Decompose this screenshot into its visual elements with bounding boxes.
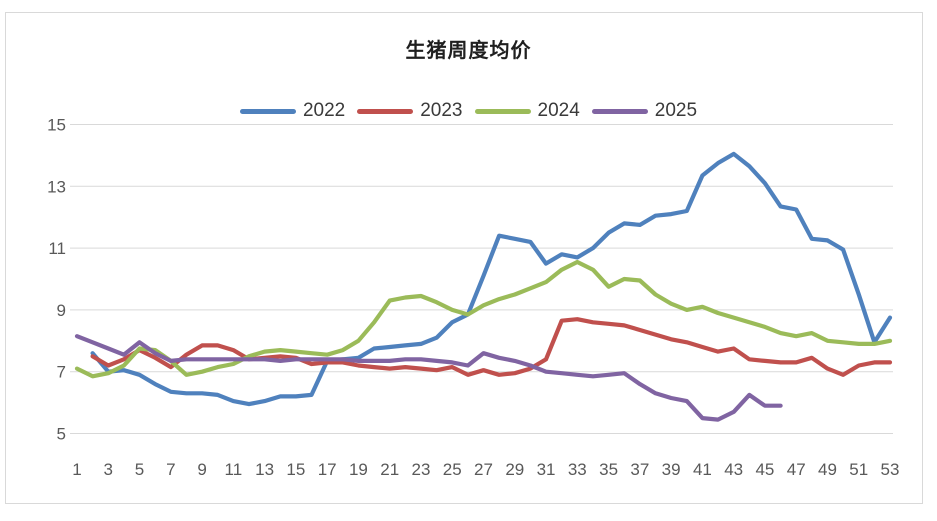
legend-swatch-2023 — [357, 108, 414, 114]
x-tick-3: 3 — [104, 460, 113, 479]
series-line-2022 — [90, 151, 893, 407]
x-tick-19: 19 — [349, 460, 368, 479]
x-tick-21: 21 — [380, 460, 399, 479]
x-tick-45: 45 — [755, 460, 774, 479]
y-tick-7: 7 — [57, 363, 66, 382]
legend-item-2022: 2022 — [239, 100, 346, 122]
chart-frame — [5, 12, 923, 504]
chart-title: 生猪周度均价 — [405, 40, 532, 62]
chart-legend: 2022 2023 2024 2025 — [0, 100, 937, 122]
x-tick-25: 25 — [443, 460, 462, 479]
y-tick-11: 11 — [48, 239, 66, 258]
x-tick-13: 13 — [255, 460, 274, 479]
x-tick-47: 47 — [787, 460, 806, 479]
x-tick-5: 5 — [135, 460, 144, 479]
x-tick-53: 53 — [881, 460, 900, 479]
y-tick-15: 15 — [47, 116, 66, 135]
legend-item-2024: 2024 — [474, 100, 580, 122]
x-tick-23: 23 — [412, 460, 431, 479]
legend-swatch-2022 — [239, 108, 296, 114]
x-tick-33: 33 — [568, 460, 587, 479]
x-tick-35: 35 — [599, 460, 618, 479]
x-tick-1: 1 — [72, 460, 81, 479]
legend-swatch-2024 — [474, 108, 531, 114]
x-tick-9: 9 — [197, 460, 206, 479]
x-tick-39: 39 — [662, 460, 681, 479]
legend-item-2023: 2023 — [357, 100, 463, 122]
x-tick-15: 15 — [286, 460, 305, 479]
x-tick-37: 37 — [630, 460, 649, 479]
x-tick-51: 51 — [849, 460, 868, 479]
legend-label-2022: 2022 — [302, 100, 346, 121]
legend-swatch-2025 — [591, 108, 648, 114]
legend-label-2024: 2024 — [537, 100, 580, 121]
legend-item-2025: 2025 — [591, 100, 698, 122]
x-tick-43: 43 — [724, 460, 743, 479]
x-tick-31: 31 — [537, 460, 556, 479]
y-tick-5: 5 — [57, 425, 66, 444]
x-tick-7: 7 — [166, 460, 175, 479]
legend-label-2025: 2025 — [654, 100, 698, 121]
y-tick-9: 9 — [57, 301, 66, 320]
series-line-2023 — [90, 317, 893, 377]
x-tick-29: 29 — [505, 460, 524, 479]
series-line-2024 — [74, 259, 893, 379]
x-tick-17: 17 — [318, 460, 337, 479]
legend-label-2023: 2023 — [420, 100, 463, 121]
x-tick-11: 11 — [225, 460, 243, 479]
x-tick-27: 27 — [474, 460, 493, 479]
x-tick-49: 49 — [818, 460, 837, 479]
x-tick-41: 41 — [693, 460, 712, 479]
y-tick-13: 13 — [47, 177, 66, 196]
series-line-2025 — [74, 334, 783, 422]
